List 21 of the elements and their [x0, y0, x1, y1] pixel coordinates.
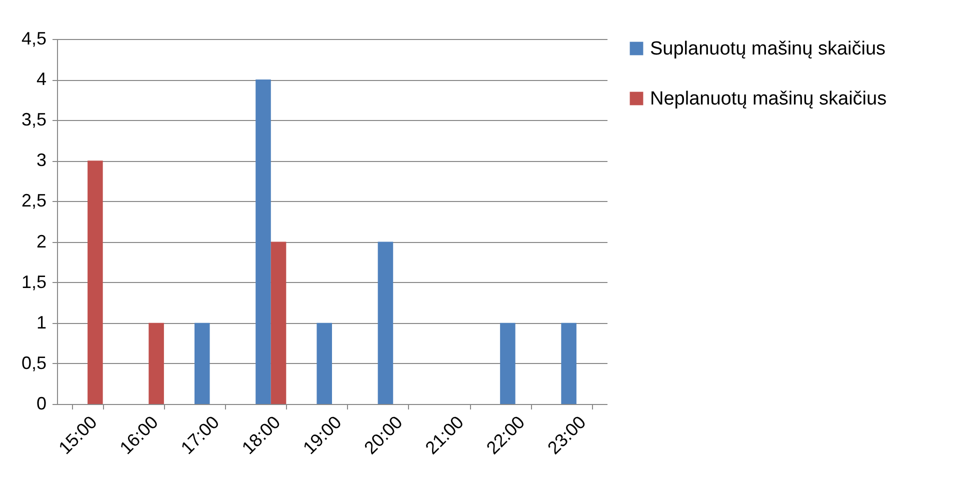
- y-tick-label: 3: [36, 150, 46, 170]
- y-tick-label: 2,5: [21, 190, 46, 211]
- bar: [500, 322, 516, 404]
- bar: [378, 242, 394, 404]
- bar: [561, 322, 576, 404]
- y-tick-label: 2: [36, 231, 46, 252]
- legend-label: Neplanuotų mašinų skaičius: [650, 88, 887, 110]
- y-tick-label: 0: [36, 394, 46, 414]
- bar: [88, 160, 103, 404]
- bar: [316, 322, 332, 404]
- y-tick-label: 1: [36, 312, 46, 332]
- y-tick-label: 4,5: [21, 28, 46, 48]
- y-tick-label: 3,5: [21, 110, 46, 130]
- bar: [194, 322, 210, 404]
- y-tick-label: 1,5: [21, 272, 46, 292]
- y-tick-label: 0,5: [21, 352, 46, 373]
- bar: [256, 80, 271, 404]
- bar: [270, 242, 286, 404]
- bar: [148, 322, 164, 404]
- legend-label: Suplanuotų mašinų skaičius: [650, 38, 886, 60]
- y-tick-label: 4: [36, 69, 46, 90]
